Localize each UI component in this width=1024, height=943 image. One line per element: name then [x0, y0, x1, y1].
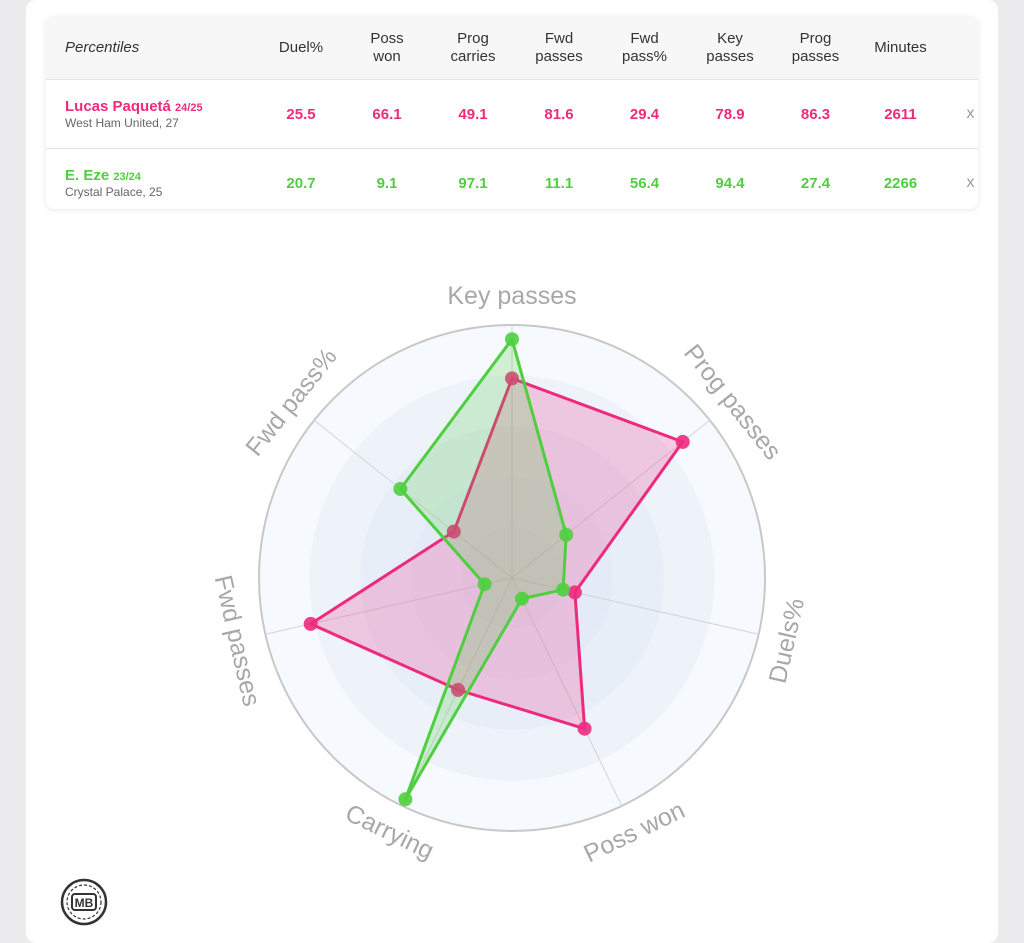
- data-point: [446, 524, 461, 539]
- header-blank: [943, 17, 978, 80]
- header-prog-passes[interactable]: Prog passes: [773, 17, 858, 80]
- player-team: Crystal Palace, 25: [65, 185, 163, 199]
- data-point: [451, 682, 466, 697]
- remove-player-button[interactable]: x: [966, 174, 975, 191]
- header-percentiles: Percentiles: [46, 17, 258, 80]
- header-minutes[interactable]: Minutes: [858, 17, 943, 80]
- value-minutes: 2611: [858, 79, 943, 149]
- table-row: E. Eze 23/24 Crystal Palace, 25 20.7 9.1…: [46, 149, 978, 210]
- radar-spoke: [313, 419, 513, 579]
- player-name[interactable]: Lucas Paquetá: [65, 98, 171, 115]
- table-row: Lucas Paquetá 24/25 West Ham United, 27 …: [46, 79, 978, 149]
- data-point: [505, 332, 519, 347]
- player-season: 24/25: [175, 102, 203, 114]
- player-season: 23/24: [113, 171, 141, 183]
- value-prog-passes: 27.4: [800, 174, 831, 192]
- axis-label: Duels%: [764, 596, 810, 686]
- data-point: [505, 371, 519, 386]
- header-key-passes[interactable]: Key passes: [687, 17, 773, 80]
- value-prog-passes: 86.3: [773, 79, 858, 149]
- radar-spoke: [511, 419, 711, 579]
- radar-spoke: [511, 577, 623, 807]
- value-poss-won: 66.1: [344, 79, 430, 149]
- value-poss-won: 9.1: [376, 174, 398, 192]
- value-prog-carries: 49.1: [430, 79, 516, 149]
- mb-logo: MB: [60, 878, 108, 926]
- radar-spoke: [511, 577, 759, 635]
- series-area: [398, 337, 568, 801]
- value-fwd-passes: 81.6: [516, 79, 602, 149]
- data-point: [577, 721, 592, 736]
- data-point: [559, 527, 574, 542]
- value-prog-carries: 97.1: [458, 174, 488, 192]
- player-name[interactable]: E. Eze: [65, 167, 110, 184]
- value-duel-pct: 20.7: [286, 174, 316, 192]
- header-prog-carries[interactable]: Prog carries: [430, 17, 516, 80]
- player-team: West Ham United, 27: [65, 116, 179, 130]
- data-point: [303, 616, 318, 631]
- data-point: [675, 434, 690, 449]
- value-fwd-pass-pct: 56.4: [629, 174, 660, 192]
- player-cell: Lucas Paquetá 24/25 West Ham United, 27: [46, 79, 258, 149]
- value-duel-pct: 25.5: [258, 79, 344, 149]
- data-point: [567, 585, 582, 600]
- table-header-row: Percentiles Duel% Poss won Prog carries …: [46, 17, 978, 80]
- data-point: [556, 582, 571, 597]
- header-duel-pct[interactable]: Duel%: [258, 17, 344, 80]
- player-cell: E. Eze 23/24 Crystal Palace, 25: [46, 149, 258, 210]
- remove-player-button[interactable]: x: [943, 79, 978, 149]
- percentiles-table: Percentiles Duel% Poss won Prog carries …: [46, 17, 978, 209]
- value-key-passes: 94.4: [715, 174, 745, 192]
- logo-text: MB: [75, 896, 94, 910]
- series-area: [309, 376, 685, 731]
- value-fwd-pass-pct: 29.4: [602, 79, 687, 149]
- logo-icon: MB: [60, 878, 108, 926]
- data-point: [398, 792, 413, 807]
- data-point: [515, 591, 529, 606]
- value-fwd-passes: 11.1: [544, 174, 574, 192]
- header-fwd-pass-pct[interactable]: Fwd pass%: [602, 17, 687, 80]
- data-point: [477, 577, 492, 592]
- axis-label: Key passes: [447, 282, 576, 310]
- header-fwd-passes[interactable]: Fwd passes: [516, 17, 602, 80]
- value-key-passes: 78.9: [687, 79, 773, 149]
- header-poss-won[interactable]: Poss won: [344, 17, 430, 80]
- data-point: [393, 482, 408, 496]
- value-minutes: 2266: [883, 174, 918, 192]
- axis-label: Fwd passes: [209, 573, 266, 709]
